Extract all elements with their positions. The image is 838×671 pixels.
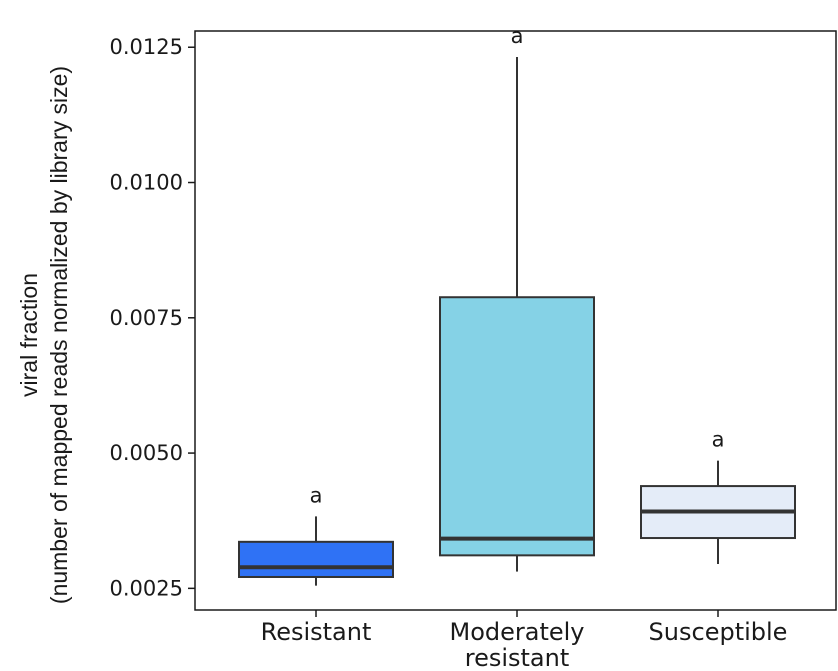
- x-tick-label: Resistant: [261, 618, 372, 646]
- y-axis-title: viral fraction (number of mapped reads no…: [16, 66, 72, 604]
- box-group-2: a: [439, 24, 595, 572]
- plot-area: a a a: [194, 24, 837, 611]
- x-tick-label: Susceptible: [649, 618, 788, 646]
- y-tick-label: 0.0100: [110, 171, 183, 195]
- x-tick-label: Moderately resistant: [449, 618, 584, 671]
- y-tick-label: 0.0050: [110, 441, 183, 465]
- plot-panel-border: [194, 30, 837, 611]
- box-group-1: a: [238, 483, 394, 586]
- significance-label: a: [511, 24, 524, 48]
- y-tick-label: 0.0025: [110, 576, 183, 600]
- significance-label: a: [310, 483, 323, 507]
- y-tick-label: 0.0075: [110, 306, 183, 330]
- y-axis: 0.0025 0.0050 0.0075 0.0100 0.0125: [110, 35, 195, 600]
- box-group-3: a: [640, 428, 796, 565]
- box-iqr: [439, 296, 595, 557]
- significance-label: a: [712, 428, 725, 452]
- y-axis-label: viral fraction (number of mapped reads no…: [16, 66, 72, 604]
- box-iqr: [238, 540, 394, 578]
- y-tick-label: 0.0125: [110, 35, 183, 59]
- x-axis: Resistant Moderately resistant Susceptible: [261, 610, 788, 671]
